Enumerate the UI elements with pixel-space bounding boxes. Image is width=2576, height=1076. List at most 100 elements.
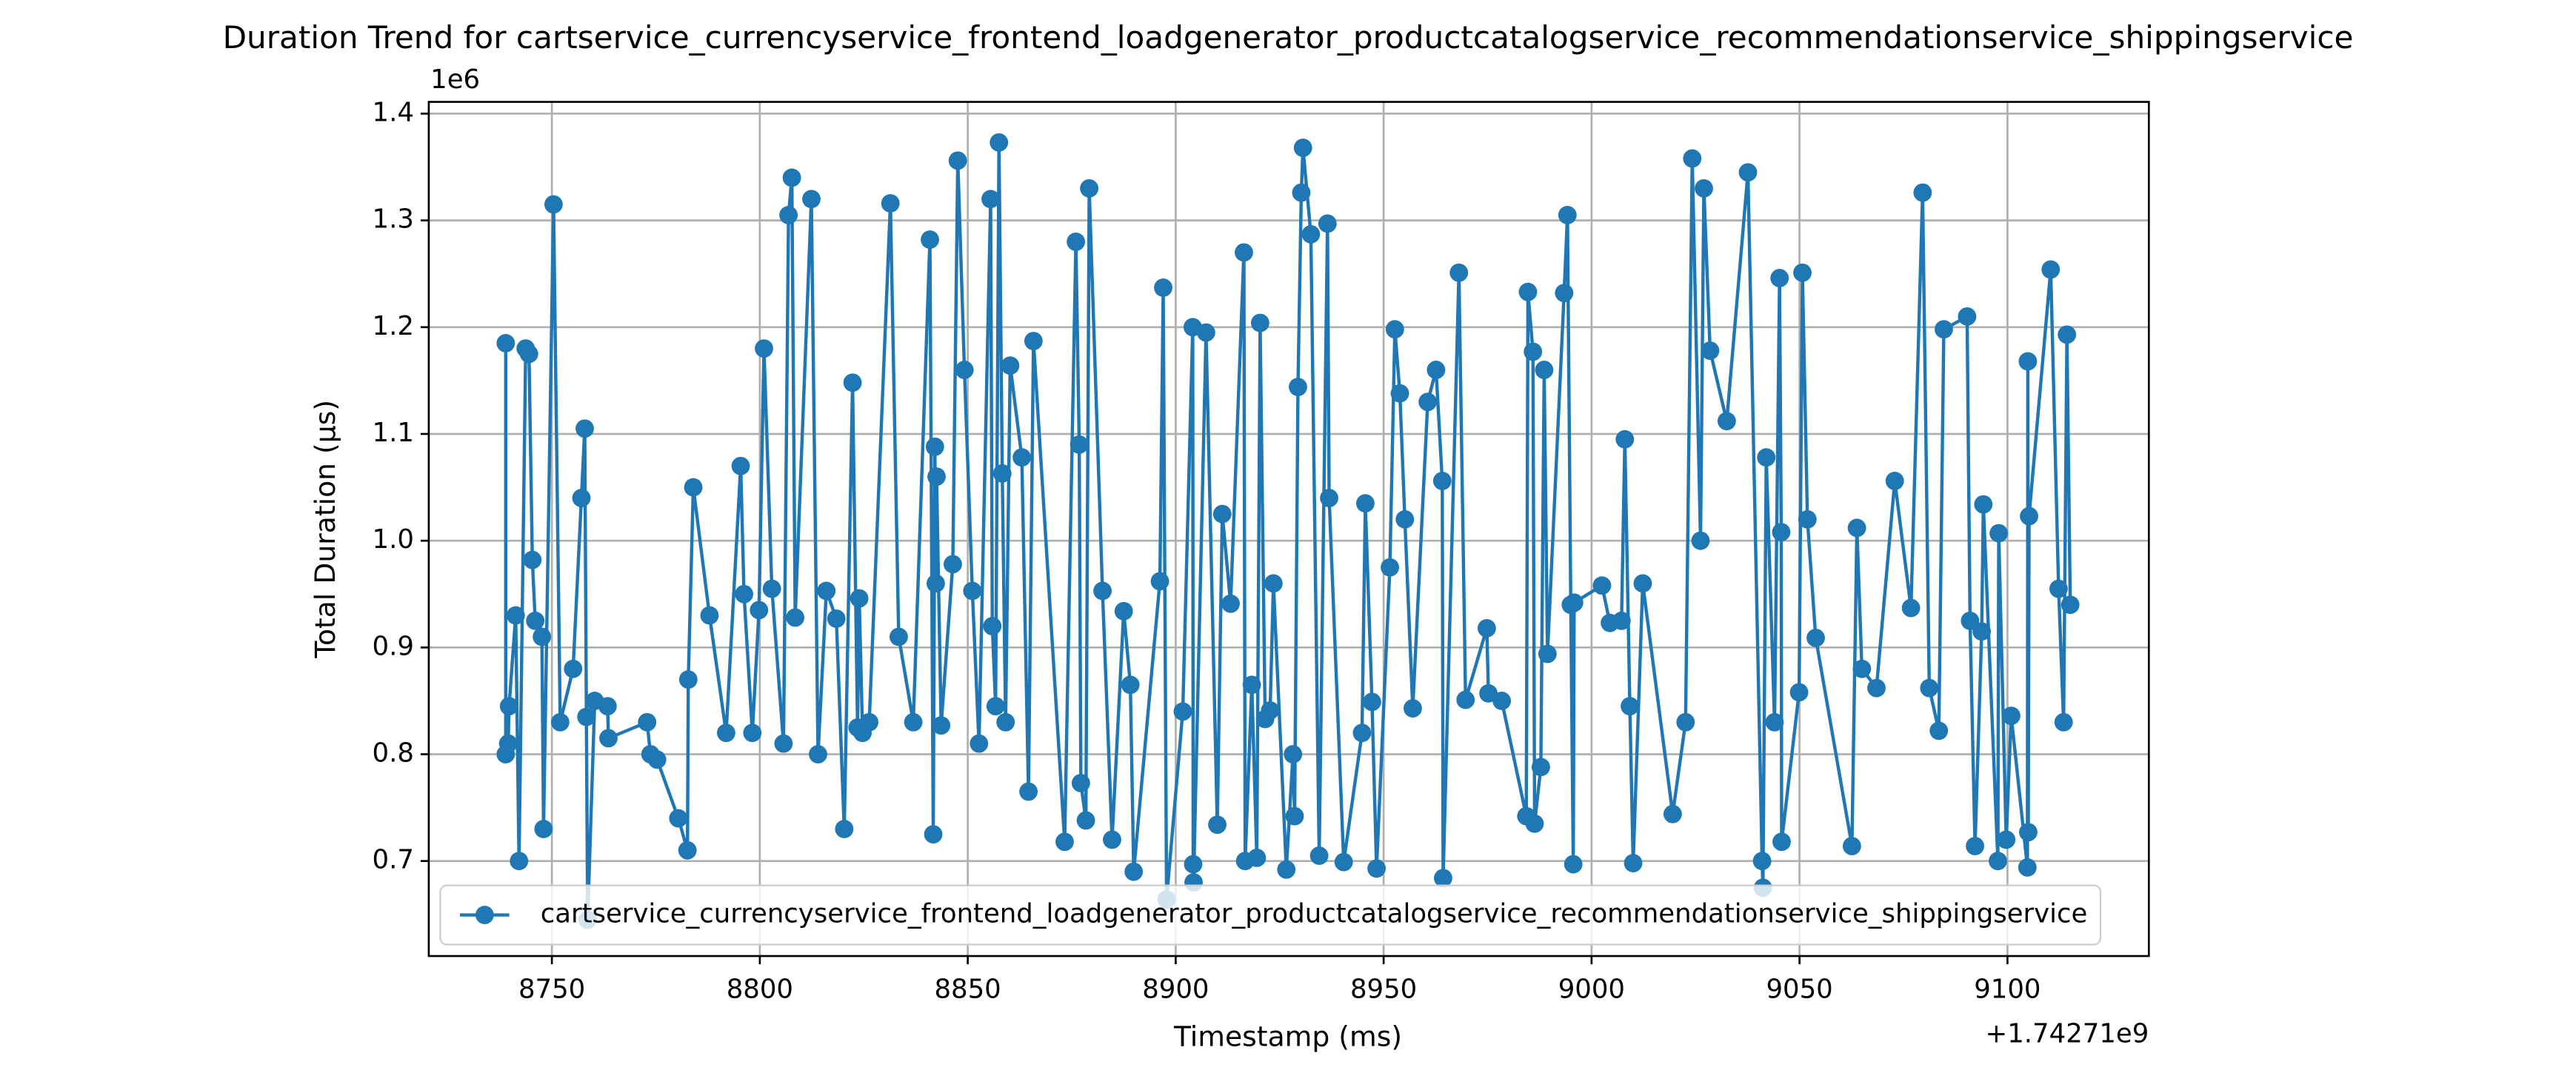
y-tick-label: 0.9 [373, 631, 414, 661]
marker [1615, 430, 1635, 449]
marker [743, 724, 762, 743]
marker [1293, 138, 1312, 158]
marker [1362, 692, 1381, 712]
marker [1738, 163, 1758, 182]
marker [1242, 675, 1261, 695]
y-axis-label: Total Duration (µs) [309, 400, 341, 659]
marker [1070, 435, 1089, 454]
marker [534, 820, 553, 838]
marker [1701, 341, 1720, 360]
marker [1427, 361, 1446, 379]
marker [1264, 574, 1283, 593]
marker [1449, 263, 1469, 282]
marker [1772, 523, 1791, 542]
y-tick-label: 1.3 [373, 204, 414, 235]
marker [1289, 378, 1307, 396]
marker [1404, 699, 1422, 718]
marker [1663, 804, 1682, 823]
marker [1806, 628, 1825, 647]
marker [1633, 574, 1652, 593]
marker [2041, 260, 2061, 279]
marker [498, 734, 518, 753]
marker [1477, 618, 1496, 638]
marker [735, 584, 753, 604]
marker [678, 670, 698, 689]
marker [496, 334, 515, 352]
marker [1492, 692, 1512, 710]
marker [1717, 412, 1736, 431]
marker [2018, 858, 2037, 877]
marker [1525, 814, 1544, 833]
series [496, 133, 2080, 929]
marker [983, 617, 1002, 635]
marker [986, 697, 1005, 716]
marker [1621, 697, 1639, 716]
marker [572, 489, 591, 507]
marker [835, 820, 854, 838]
y-tick-label: 1.1 [373, 418, 414, 448]
marker [926, 574, 945, 593]
marker [2002, 706, 2021, 726]
marker [1277, 860, 1296, 879]
marker [762, 579, 781, 598]
marker [1173, 702, 1192, 721]
marker [970, 734, 989, 753]
marker [564, 659, 583, 678]
marker [1395, 509, 1415, 529]
marker [1989, 524, 2009, 543]
marker [1381, 558, 1399, 577]
marker [1695, 178, 1713, 198]
x-tick-label: 8900 [1142, 975, 1209, 1005]
marker [1114, 601, 1133, 621]
marker [963, 581, 982, 601]
marker [506, 606, 525, 625]
marker [925, 437, 944, 456]
marker [1309, 846, 1329, 865]
marker [1285, 806, 1304, 826]
marker [2049, 579, 2068, 598]
marker [924, 825, 943, 844]
x-offset-text: +1.74271e9 [1986, 1018, 2149, 1049]
marker [1842, 837, 1861, 855]
marker [1208, 815, 1227, 835]
line [504, 141, 2072, 922]
x-tick-label: 8950 [1350, 975, 1417, 1005]
marker [904, 712, 923, 732]
marker [1418, 392, 1438, 412]
marker [550, 712, 570, 732]
marker [1103, 830, 1121, 849]
marker [544, 195, 563, 214]
marker [2020, 507, 2038, 526]
marker [1847, 518, 1866, 538]
marker [1770, 269, 1789, 287]
marker [1564, 593, 1584, 612]
y-offset-text: 1e6 [430, 64, 480, 95]
marker [1885, 471, 1904, 490]
marker [1901, 598, 1921, 618]
marker [1024, 332, 1043, 350]
marker [523, 550, 542, 569]
marker [955, 361, 974, 379]
marker [1434, 869, 1452, 888]
marker [1852, 659, 1872, 678]
marker [1793, 263, 1812, 282]
marker [526, 611, 545, 630]
marker [1683, 149, 1702, 168]
marker [1071, 774, 1090, 792]
marker [774, 734, 793, 753]
marker [1997, 830, 2016, 849]
chart-title: Duration Trend for cartservice_currencys… [223, 19, 2354, 56]
marker [1235, 243, 1253, 262]
marker [1093, 581, 1112, 601]
marker [1261, 701, 1280, 720]
marker [1247, 848, 1267, 867]
marker [1352, 724, 1372, 743]
marker [1929, 721, 1949, 741]
x-tick-label: 9000 [1558, 975, 1625, 1005]
marker [992, 464, 1012, 483]
marker [786, 608, 805, 627]
marker [1691, 531, 1710, 550]
marker [731, 456, 750, 475]
y-tick-label: 1.4 [373, 97, 414, 127]
marker [519, 344, 538, 364]
